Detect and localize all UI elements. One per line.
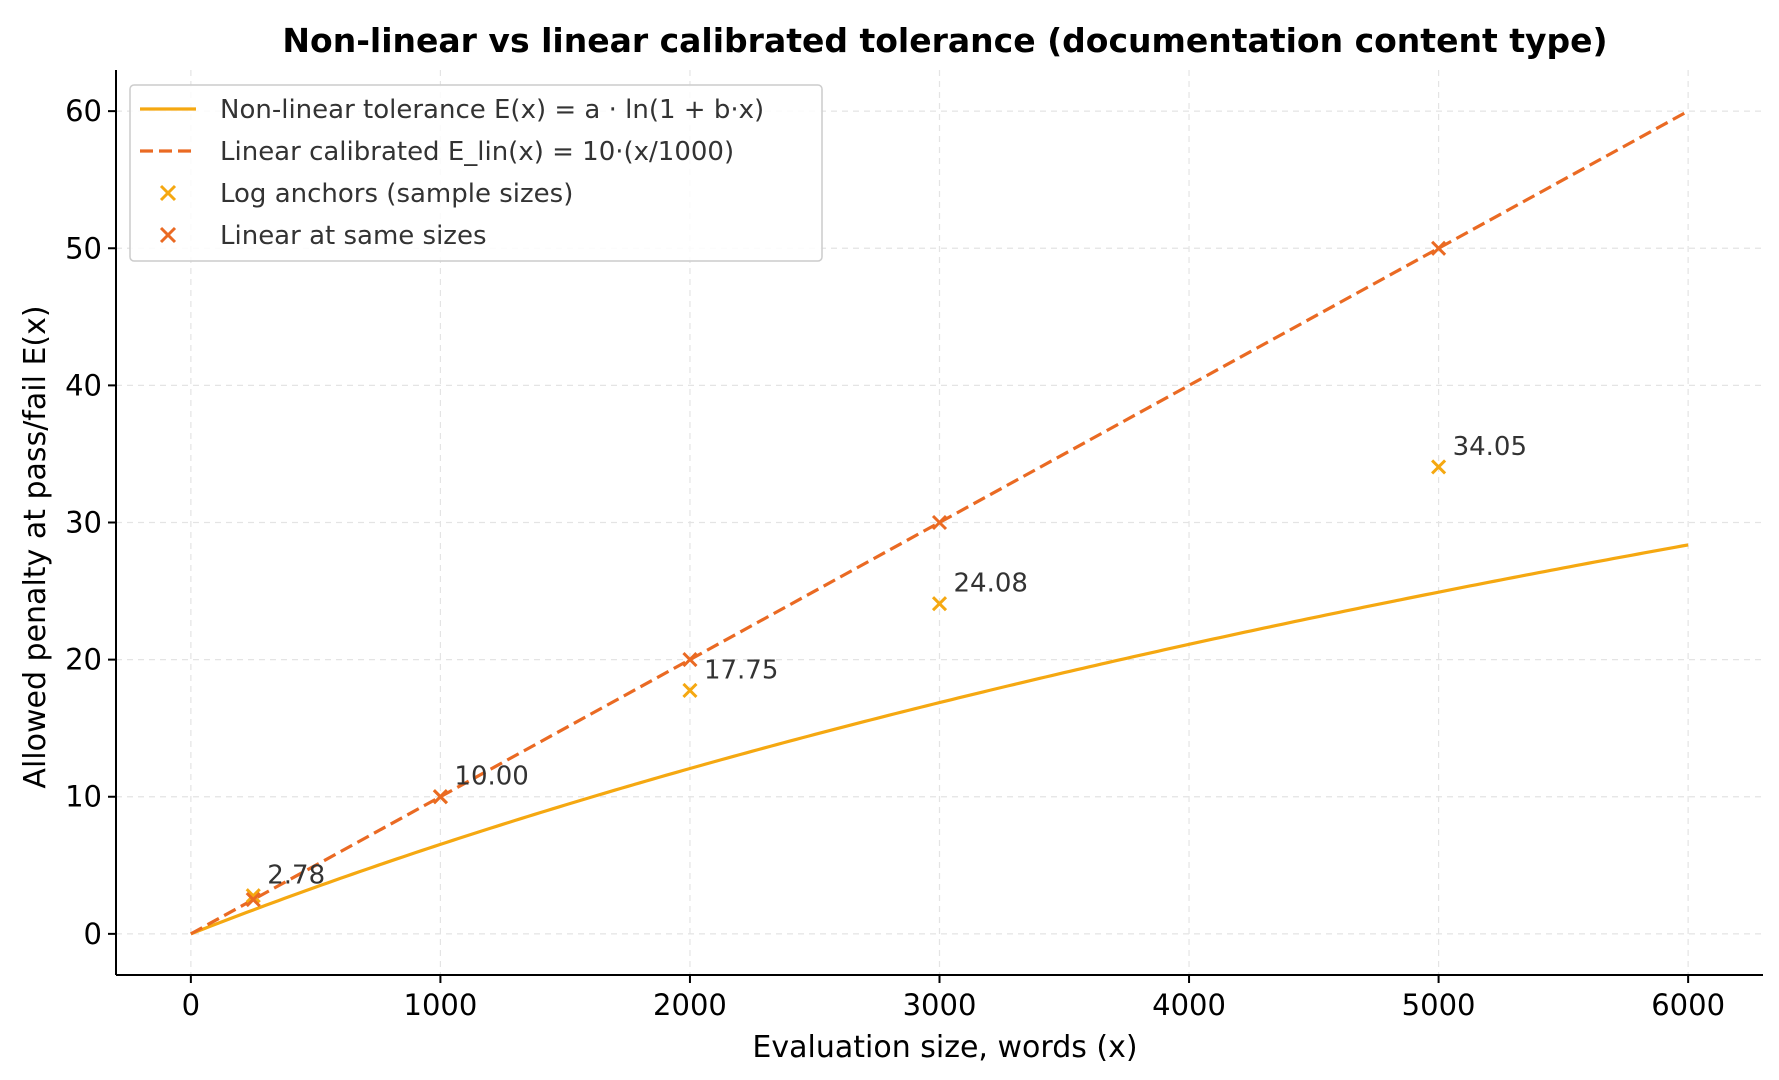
log-anchor-marker [682, 682, 698, 699]
linear-same-size-marker [245, 892, 261, 908]
series-layer [190, 109, 1689, 936]
legend-label: Linear at same sizes [220, 221, 487, 251]
x-axis-label: Evaluation size, words (x) [752, 1030, 1137, 1065]
legend-label: Log anchors (sample sizes) [220, 179, 573, 209]
y-tick-label: 50 [65, 231, 102, 265]
data-label: 10.00 [454, 762, 528, 792]
y-tick-label: 0 [84, 917, 102, 951]
x-tick-label: 2000 [653, 988, 727, 1022]
legend-entry: Linear at same sizes [159, 221, 487, 251]
marker-layer [245, 240, 1447, 908]
x-tick-label: 6000 [1651, 988, 1725, 1022]
log-anchor-marker [1431, 459, 1447, 475]
x-tick-label: 5000 [1402, 988, 1476, 1022]
legend-entry: Log anchors (sample sizes) [159, 179, 573, 209]
y-tick-label: 60 [65, 94, 102, 128]
y-axis-label: Allowed penalty at pass/fail E(x) [18, 305, 53, 788]
log-anchor-marker [931, 596, 948, 612]
x-tick-label: 4000 [1152, 988, 1226, 1022]
chart-title: Non-linear vs linear calibrated toleranc… [282, 21, 1607, 60]
legend-entry: Non-linear tolerance E(x) = a · ln(1 + b… [140, 95, 764, 125]
linear-same-size-marker [1431, 240, 1447, 256]
y-tick-label: 10 [65, 780, 102, 814]
x-tick-label: 3000 [903, 988, 977, 1022]
annotation-layer: 2.78 10.00 17.75 24.08 34.05 [267, 432, 1527, 891]
y-tick-label: 40 [65, 368, 102, 402]
x-tick-label: 1000 [404, 988, 478, 1022]
legend-entry: Linear calibrated E_lin(x) = 10·(x/1000) [140, 137, 734, 167]
data-label: 24.08 [954, 569, 1028, 599]
legend-box [129, 84, 823, 262]
data-label: 17.75 [704, 655, 778, 685]
data-label: 34.05 [1453, 432, 1527, 462]
linear-same-size-marker [682, 652, 698, 668]
legend-marker-swatch [159, 184, 177, 202]
x-tick-label: 0 [182, 988, 200, 1022]
legend-label: Non-linear tolerance E(x) = a · ln(1 + b… [220, 95, 764, 125]
y-tick-label: 30 [65, 506, 102, 540]
legend-marker-swatch [159, 226, 177, 244]
data-label: 2.78 [267, 861, 325, 891]
axis-layer: 0 1000 2000 3000 4000 5000 6000 0 10 20 30 40 50 60 [65, 70, 1763, 1022]
linear-same-size-marker [931, 514, 948, 531]
legend: Non-linear tolerance E(x) = a · ln(1 + b… [129, 84, 823, 262]
log-anchor-marker [245, 888, 261, 904]
y-tick-label: 20 [65, 643, 102, 677]
linear-same-size-marker [432, 789, 448, 805]
nonlinear-tolerance-line [190, 543, 1689, 936]
legend-label: Linear calibrated E_lin(x) = 10·(x/1000) [220, 137, 734, 167]
